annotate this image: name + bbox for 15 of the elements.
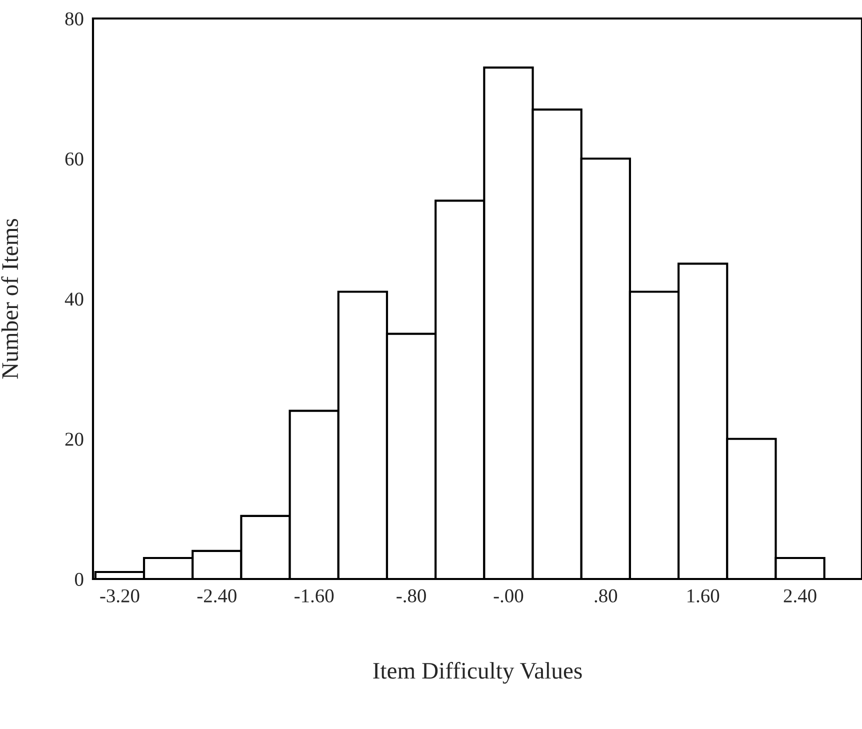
x-tick-label: -.00 <box>494 589 524 602</box>
x-tick-label: -1.60 <box>294 589 334 602</box>
y-tick-label: 60 <box>65 152 84 166</box>
x-tick-label: 1.60 <box>688 589 720 602</box>
x-tick-label: -.80 <box>396 589 426 602</box>
y-tick-label: 80 <box>65 12 84 26</box>
x-tick-label: 2.40 <box>784 589 816 602</box>
x-axis-title: Item Difficulty Values <box>373 662 582 684</box>
y-tick-label: 40 <box>64 292 84 306</box>
y-axis-title: Number of Items <box>1 218 18 379</box>
x-tick-label: -3.20 <box>100 589 140 602</box>
x-tick-label: -2.40 <box>197 589 236 602</box>
x-tick-label: .80 <box>594 589 618 602</box>
y-tick-label: 20 <box>65 432 84 446</box>
y-tick-label: 0 <box>74 572 84 586</box>
